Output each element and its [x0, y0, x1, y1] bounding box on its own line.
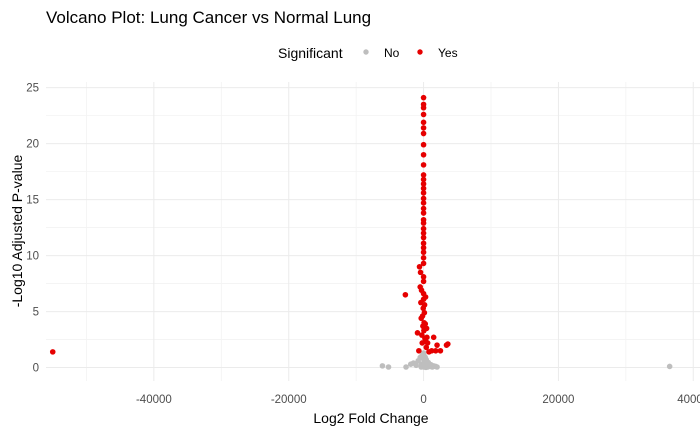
data-point-significant — [420, 200, 427, 206]
data-point-not-significant — [434, 364, 440, 370]
data-point-significant — [420, 225, 427, 232]
legend: Significant No Yes — [278, 45, 458, 61]
data-point-significant — [420, 274, 427, 280]
data-point-significant — [420, 185, 427, 192]
data-point-significant — [421, 309, 428, 316]
y-tick-label: 0 — [33, 363, 39, 375]
data-point-significant — [434, 342, 440, 348]
x-tick-label: -20000 — [271, 394, 307, 406]
data-point-significant — [420, 216, 427, 223]
data-point-not-significant — [379, 363, 386, 369]
y-axis-title: -Log10 Adjusted P-value — [9, 155, 25, 308]
data-point-significant — [424, 340, 431, 346]
data-point-significant — [420, 162, 427, 168]
data-point-significant — [420, 111, 427, 118]
data-point-significant — [420, 119, 427, 126]
y-tick-label: 10 — [26, 251, 39, 263]
data-point-significant — [417, 269, 424, 276]
legend-marker-yes — [417, 49, 423, 55]
data-point-not-significant — [422, 354, 429, 361]
data-point-not-significant — [666, 363, 673, 370]
data-point-significant — [423, 344, 430, 351]
points-not-significant — [379, 350, 673, 371]
data-point-significant — [422, 294, 429, 300]
data-point-significant — [424, 334, 430, 341]
y-tick-label: 15 — [26, 195, 39, 207]
tick-labels: -40000 -20000 0 20000 40000 0 5 10 15 20 25 — [26, 83, 700, 406]
data-point-significant — [428, 347, 435, 354]
legend-marker-no — [363, 49, 369, 55]
y-tick-label: 5 — [33, 307, 39, 319]
x-tick-label: 20000 — [542, 394, 574, 406]
data-point-significant — [423, 325, 430, 332]
data-point-significant — [420, 195, 427, 202]
data-point-significant — [49, 349, 56, 355]
data-point-not-significant — [413, 362, 419, 369]
data-point-significant — [414, 330, 421, 336]
data-point-significant — [420, 234, 427, 241]
data-point-significant — [420, 255, 427, 261]
legend-label-no: No — [384, 46, 400, 60]
data-point-significant — [420, 190, 427, 196]
data-point-significant — [420, 151, 427, 158]
data-point-significant — [416, 347, 422, 354]
data-point-significant — [420, 176, 427, 183]
data-point-significant — [420, 244, 427, 251]
data-point-significant — [416, 263, 423, 270]
x-tick-label: 0 — [420, 394, 426, 406]
data-point-significant — [420, 210, 427, 216]
data-point-significant — [420, 181, 427, 187]
data-point-not-significant — [385, 364, 392, 370]
data-point-significant — [420, 260, 427, 267]
data-point-significant — [420, 205, 427, 212]
data-point-significant — [420, 94, 427, 101]
data-point-significant — [437, 347, 444, 354]
data-point-not-significant — [420, 350, 427, 356]
legend-title: Significant — [278, 45, 343, 61]
data-point-significant — [420, 230, 427, 236]
data-point-significant — [420, 130, 427, 137]
data-point-not-significant — [418, 364, 425, 370]
data-point-significant — [420, 172, 427, 178]
y-tick-label: 20 — [26, 139, 39, 151]
data-point-not-significant — [423, 364, 429, 371]
data-point-significant — [420, 278, 427, 285]
data-point-significant — [430, 334, 437, 341]
x-axis-title: Log2 Fold Change — [313, 410, 428, 426]
data-point-significant — [420, 125, 427, 131]
grid — [46, 82, 700, 381]
data-point-significant — [422, 321, 429, 327]
data-point-significant — [445, 341, 451, 347]
y-tick-label: 25 — [26, 83, 39, 95]
x-tick-label: -40000 — [136, 394, 172, 406]
data-point-significant — [432, 347, 439, 354]
x-tick-label: 40000 — [677, 394, 700, 406]
data-point-significant — [421, 302, 428, 308]
data-point-significant — [420, 240, 427, 247]
data-point-significant — [402, 291, 409, 298]
data-point-significant — [420, 141, 427, 148]
data-point-significant — [420, 249, 427, 256]
data-point-not-significant — [403, 364, 409, 370]
data-point-significant — [420, 101, 427, 108]
chart-title: Volcano Plot: Lung Cancer vs Normal Lung — [46, 8, 371, 27]
legend-label-yes: Yes — [438, 46, 458, 60]
points-significant — [49, 94, 451, 355]
